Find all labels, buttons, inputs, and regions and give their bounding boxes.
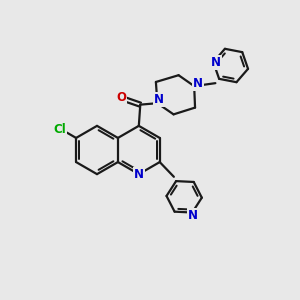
Text: N: N	[211, 56, 221, 69]
Text: O: O	[116, 92, 126, 104]
Text: Cl: Cl	[53, 123, 66, 136]
Text: N: N	[188, 209, 198, 222]
Text: N: N	[193, 77, 203, 90]
Text: N: N	[134, 168, 144, 181]
Text: N: N	[154, 93, 164, 106]
